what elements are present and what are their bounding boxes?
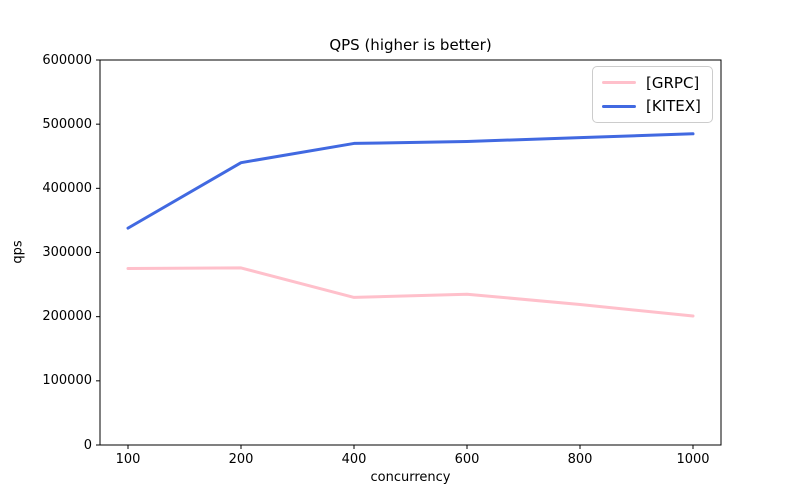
y-tick-label: 200000: [42, 309, 92, 325]
y-tick-label: 500000: [42, 116, 92, 132]
y-tick-label: 600000: [42, 52, 92, 68]
x-tick-label: 1000: [676, 452, 710, 467]
chart-title: QPS (higher is better): [329, 36, 492, 54]
grpc-line: [126, 266, 695, 318]
legend: [GRPC] [KITEX]: [592, 66, 713, 123]
legend-item-kitex: [KITEX]: [602, 95, 703, 119]
x-tick-label: 200: [228, 452, 254, 467]
x-tick-label: 100: [115, 452, 141, 467]
x-axis-label: concurrency: [370, 470, 451, 485]
y-tick-label: 300000: [42, 245, 92, 260]
legend-label-grpc: [GRPC]: [646, 73, 700, 92]
y-tick-label: 400000: [42, 180, 92, 196]
kitex-line: [126, 132, 695, 230]
kitex-line-swatch: [602, 104, 636, 108]
legend-label-kitex: [KITEX]: [646, 97, 701, 116]
x-tick-label: 400: [341, 452, 367, 467]
legend-item-grpc: [GRPC]: [602, 71, 703, 95]
y-tick-label: 100000: [42, 373, 92, 389]
y-tick-label: 0: [83, 437, 92, 453]
x-tick-label: 600: [454, 452, 480, 467]
x-tick-label: 800: [567, 452, 593, 467]
grpc-line-swatch: [602, 81, 636, 85]
